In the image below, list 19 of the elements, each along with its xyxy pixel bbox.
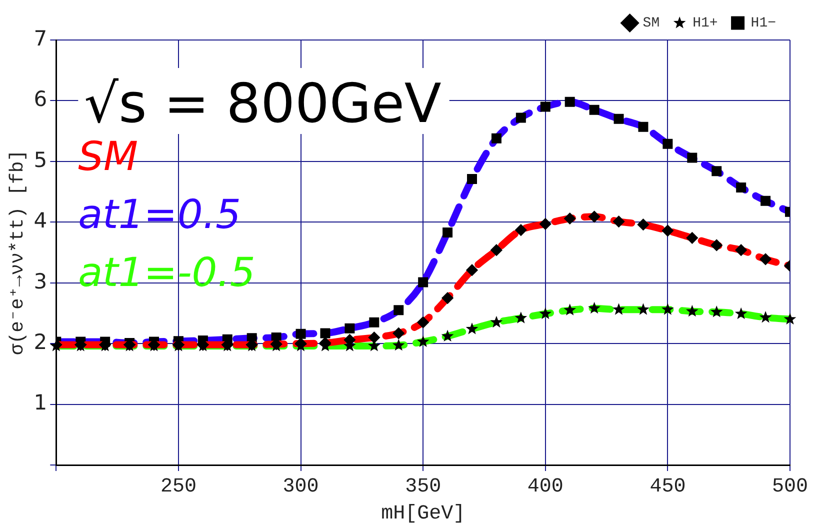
y-axis-title: σ(e⁻e⁺→νν*tt) [fb]	[6, 150, 28, 356]
x-axis-title: mH[GeV]	[381, 502, 466, 526]
y-tick-label: 2	[34, 330, 48, 354]
y-tick-label: 7	[34, 26, 48, 50]
legend-label: SM	[642, 16, 660, 32]
x-tick-label: 500	[772, 475, 808, 498]
y-tick-label: 4	[34, 208, 48, 233]
x-tick-label: 300	[282, 475, 319, 498]
y-tick-label: 5	[34, 148, 48, 172]
x-tick-label: 350	[405, 475, 442, 498]
legend-label: H1−	[750, 16, 776, 32]
x-tick-label: 250	[160, 475, 196, 498]
legend-label: H1+	[692, 16, 718, 32]
x-tick-label: 450	[650, 475, 686, 498]
y-tick-label: 3	[34, 269, 48, 294]
y-tick-label: 1	[34, 390, 48, 415]
y-tick-label: 6	[34, 87, 48, 112]
x-tick-label: 400	[527, 475, 564, 498]
annotation: √s = 800GeV	[84, 72, 442, 135]
